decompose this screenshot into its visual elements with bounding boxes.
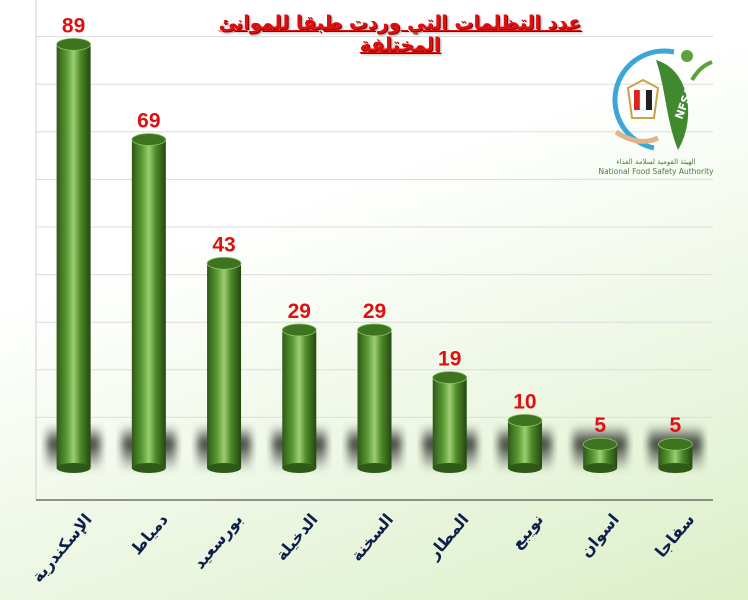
data-label: 10 <box>513 390 536 413</box>
bar <box>281 323 317 473</box>
chart-title: عدد التظلمات التي وردت طبقا للموانئ المخ… <box>218 12 582 56</box>
bar <box>357 323 392 473</box>
bar <box>657 437 693 473</box>
bar <box>131 133 167 473</box>
data-label: 29 <box>288 300 311 323</box>
bar <box>56 37 92 473</box>
data-label: 5 <box>670 414 682 437</box>
data-label: 43 <box>212 233 235 256</box>
bar <box>582 437 618 473</box>
bar <box>432 371 468 473</box>
nfsa-logo: NFSA الهيئة القومية لسلامة الغذاء Nation… <box>596 40 716 180</box>
logo-name-ar: الهيئة القومية لسلامة الغذاء <box>616 158 696 166</box>
data-label: 89 <box>62 14 85 37</box>
data-label: 69 <box>137 110 160 133</box>
data-label: 29 <box>363 300 386 323</box>
bar <box>206 256 242 473</box>
nfsa-emblem-icon: NFSA <box>612 48 713 151</box>
logo-name-en: National Food Safety Authority <box>598 167 714 176</box>
bar <box>507 413 543 473</box>
data-label: 19 <box>438 348 461 371</box>
data-label: 5 <box>594 414 606 437</box>
